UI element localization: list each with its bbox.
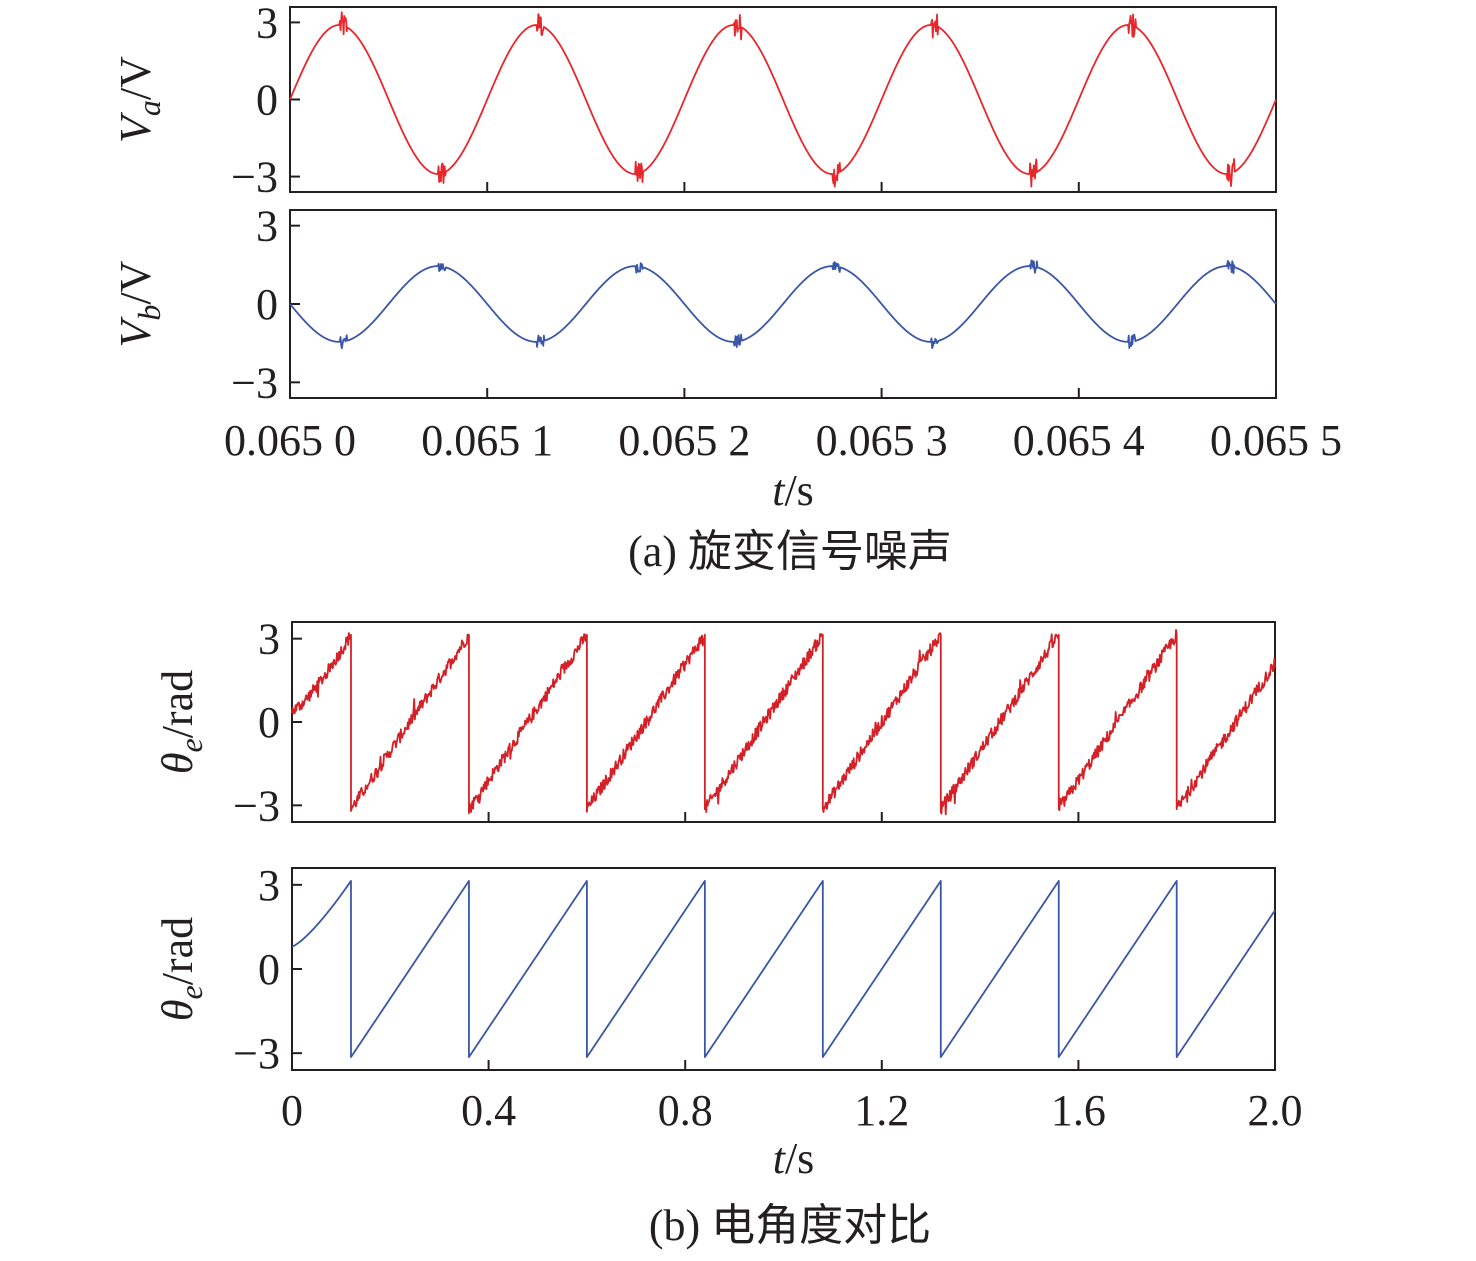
y-axis-subscript: e xyxy=(173,738,209,752)
y-axis-label: θe/rad xyxy=(153,917,209,1021)
y-tick-label: −3 xyxy=(233,1029,280,1078)
x-tick-label: 2.0 xyxy=(1248,1086,1303,1135)
panel-va: 3 0 −3 Va/V xyxy=(111,0,1277,202)
y-tick-label: 0 xyxy=(256,76,278,125)
y-tick-label: 0 xyxy=(258,945,280,994)
x-tick-label: 1.6 xyxy=(1051,1086,1106,1135)
y-axis-label: Va/V xyxy=(111,56,167,143)
panel-vb: 3 0 −3 0.065 0 0.065 1 0.065 2 0.065 3 0.065 4 0… xyxy=(111,202,1342,515)
y-axis-unit: /rad xyxy=(153,670,202,738)
y-tick-label: 0 xyxy=(256,280,278,329)
y-axis-unit: /V xyxy=(111,260,160,304)
caption-b: (b) 电角度对比 xyxy=(649,1201,931,1250)
x-axis-symbol: t xyxy=(772,466,786,515)
y-tick-label: −3 xyxy=(231,358,278,407)
x-axis-unit: /s xyxy=(784,466,813,515)
y-axis-label: Vb/V xyxy=(111,260,167,347)
y-axis-subscript: b xyxy=(131,305,167,321)
x-tick-label: 0.065 4 xyxy=(1013,416,1145,465)
y-axis-symbol: θ xyxy=(153,752,202,774)
panel-theta_noisy: 3 0 −3 θe/rad xyxy=(153,615,1276,830)
x-tick-label: 0.4 xyxy=(461,1086,516,1135)
x-tick-label: 0.065 0 xyxy=(224,416,356,465)
x-tick-label: 1.2 xyxy=(854,1086,909,1135)
series-line-vb xyxy=(289,259,1277,350)
series-line-va xyxy=(289,11,1277,188)
y-axis-symbol: V xyxy=(111,315,160,347)
y-axis-subscript: a xyxy=(131,100,167,116)
y-tick-label: 3 xyxy=(256,202,278,251)
y-tick-label: 3 xyxy=(258,861,280,910)
y-axis-symbol: θ xyxy=(153,999,202,1021)
y-tick-label: 3 xyxy=(258,615,280,664)
x-tick-label: 0.065 1 xyxy=(421,416,553,465)
y-tick-label: −3 xyxy=(231,153,278,202)
y-tick-label: −3 xyxy=(233,781,280,830)
x-tick-label: 0.8 xyxy=(658,1086,713,1135)
y-axis-label: θe/rad xyxy=(153,670,209,774)
y-axis-subscript: e xyxy=(173,985,209,999)
y-axis-unit: /rad xyxy=(153,917,202,985)
plot-frame xyxy=(291,867,1276,1071)
x-tick-label: 0.065 3 xyxy=(816,416,948,465)
x-tick-label: 0.065 2 xyxy=(618,416,750,465)
y-tick-label: 3 xyxy=(256,0,278,47)
x-axis-label: t/s xyxy=(772,466,814,515)
x-axis-unit: /s xyxy=(785,1134,814,1183)
x-tick-label: 0 xyxy=(281,1086,303,1135)
x-axis-symbol: t xyxy=(773,1134,787,1183)
x-tick-label: 0.065 5 xyxy=(1210,416,1342,465)
x-axis-label: t/s xyxy=(773,1134,815,1183)
series-line-theta_noisy xyxy=(291,629,1276,816)
plot-frame xyxy=(291,621,1276,823)
y-axis-unit: /V xyxy=(111,56,160,100)
y-axis-symbol: V xyxy=(111,111,160,143)
caption-a: (a) 旋变信号噪声 xyxy=(628,527,952,576)
series-line-theta_clean xyxy=(291,880,1276,1058)
y-tick-label: 0 xyxy=(258,698,280,747)
